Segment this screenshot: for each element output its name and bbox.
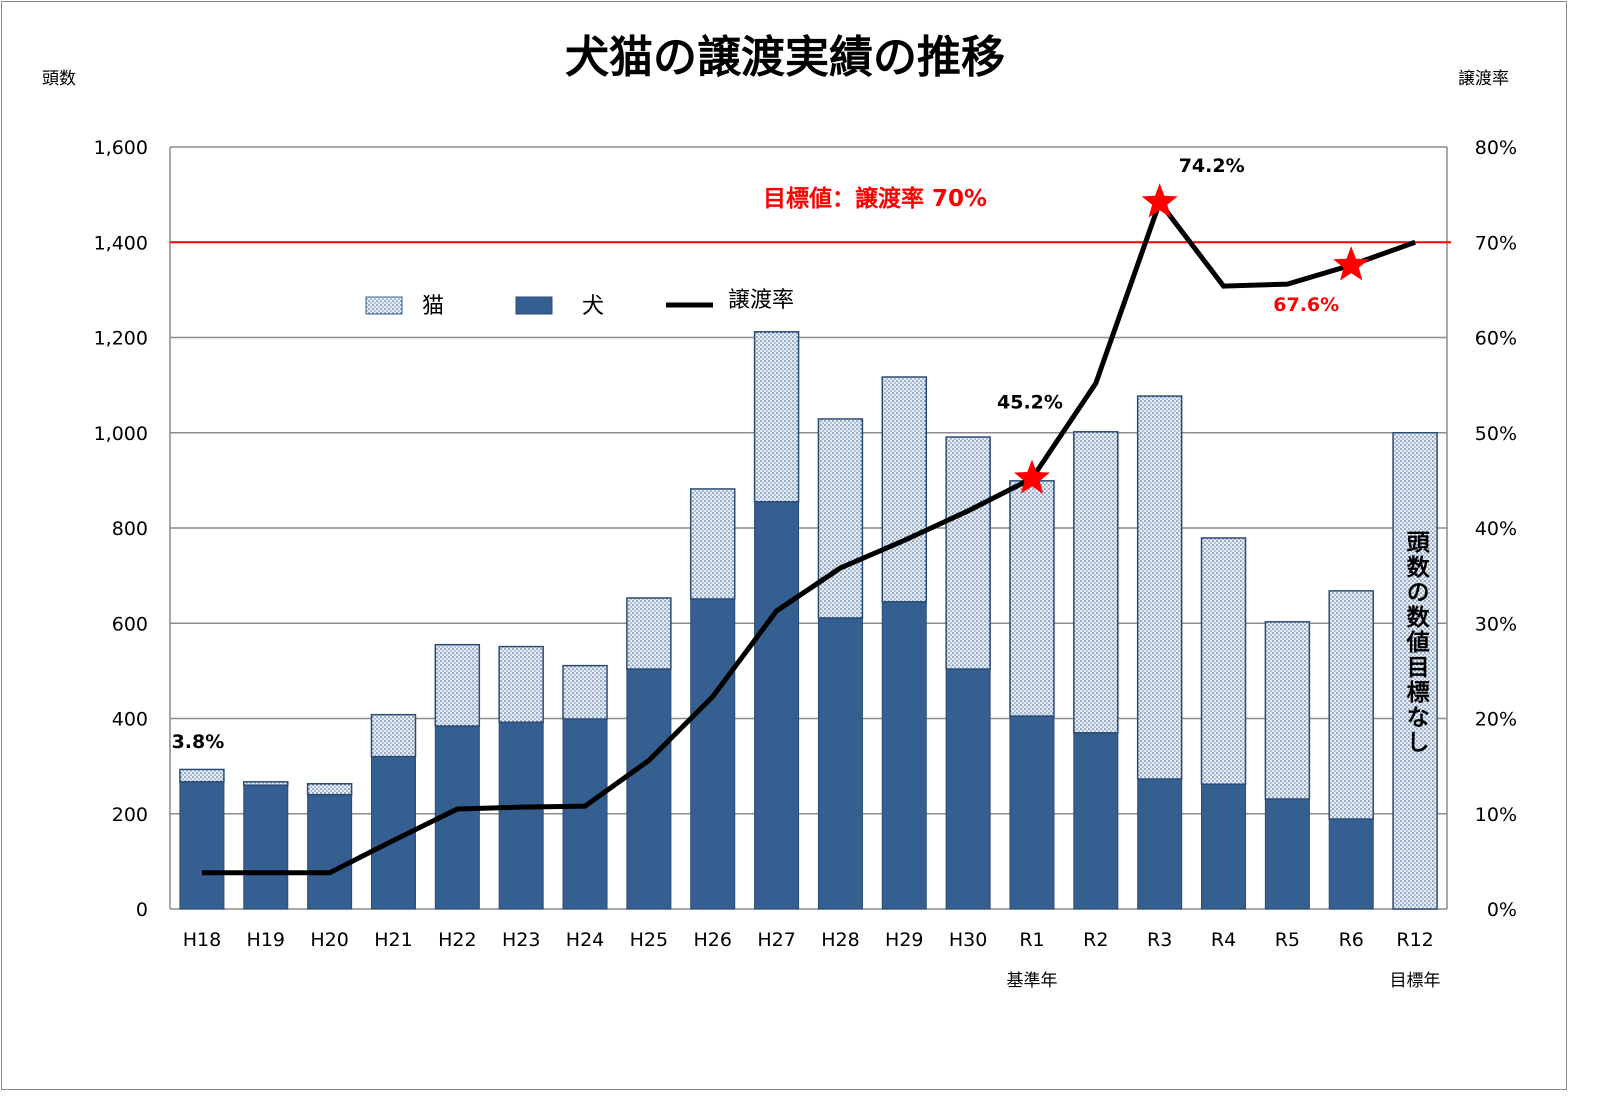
bar-cat-R12 <box>1392 432 1438 910</box>
x-tick-label: H25 <box>630 929 668 951</box>
left-axis-title: 頭数 <box>42 69 76 89</box>
bar-cat-R5 <box>1264 621 1311 800</box>
right-tick-label: 50% <box>1475 423 1517 445</box>
bar-cat-H30 <box>945 436 991 670</box>
bar-cat-R6 <box>1328 590 1374 820</box>
bar-cat-H19 <box>243 781 289 786</box>
bar-dog-R1 <box>1009 715 1055 910</box>
x-tick-label: R2 <box>1083 929 1108 951</box>
bar-dog-H18 <box>179 781 225 910</box>
data-label-R1: 45.2% <box>997 391 1063 413</box>
x-tick-label: H22 <box>438 929 476 951</box>
bar-cat-R4 <box>1200 537 1247 785</box>
bar-cat-H23 <box>498 645 544 724</box>
bar-dog-H20 <box>307 794 353 910</box>
bar-dog-H28 <box>817 617 863 910</box>
bar-cat-H24 <box>562 664 608 720</box>
bar-dog-H23 <box>498 721 544 910</box>
x-tick-label: R3 <box>1147 929 1172 951</box>
left-tick-label: 600 <box>112 613 148 635</box>
target-label: 目標値：譲渡率 70% <box>763 185 987 212</box>
data-label-R3: 74.2% <box>1179 155 1245 177</box>
r12-note: 頭数の数値目標なし <box>1402 530 1431 755</box>
bar-dog-R4 <box>1201 783 1247 910</box>
left-tick-label: 1,200 <box>94 328 148 350</box>
bar-cat-R3 <box>1136 395 1183 780</box>
bar-cat-H27 <box>753 331 800 503</box>
right-axis-title: 譲渡率 <box>1458 69 1509 89</box>
data-label-H18: 3.8% <box>172 731 225 753</box>
bar-dog-R5 <box>1264 798 1310 910</box>
chart-title: 犬猫の譲渡実績の推移 <box>565 32 1005 83</box>
bar-cat-H28 <box>817 418 864 619</box>
category-note: 目標年 <box>1390 971 1441 991</box>
bar-dog-H26 <box>690 598 736 910</box>
bar-dog-H22 <box>434 725 480 910</box>
star-marker-R3 <box>1141 183 1178 218</box>
left-tick-label: 200 <box>112 804 148 826</box>
x-tick-label: R12 <box>1396 929 1433 951</box>
bar-cat-H22 <box>434 643 481 727</box>
rate-line <box>201 197 1416 876</box>
legend-dog-swatch <box>515 296 553 315</box>
bar-dog-H30 <box>945 668 991 910</box>
left-tick-label: 1,600 <box>94 137 148 159</box>
x-tick-label: H21 <box>374 929 412 951</box>
bar-cat-H29 <box>881 376 928 603</box>
category-note: 基準年 <box>1006 971 1057 991</box>
x-tick-label: H26 <box>693 929 731 951</box>
bar-cat-H20 <box>306 782 353 796</box>
bar-cat-H25 <box>626 597 672 670</box>
x-tick-label: H28 <box>821 929 859 951</box>
bar-dog-H24 <box>562 718 608 910</box>
right-tick-label: 10% <box>1475 804 1517 826</box>
x-tick-label: R6 <box>1339 929 1364 951</box>
right-tick-label: 80% <box>1475 137 1517 159</box>
x-tick-label: R4 <box>1211 929 1236 951</box>
legend-cat-swatch <box>365 296 403 315</box>
bar-dog-R3 <box>1137 778 1183 910</box>
right-tick-label: 20% <box>1475 709 1517 731</box>
bar-dog-H27 <box>754 501 800 910</box>
x-tick-label: H29 <box>885 929 923 951</box>
bar-dog-R2 <box>1073 732 1119 910</box>
bar-cat-H18 <box>179 768 225 783</box>
x-tick-label: R5 <box>1275 929 1300 951</box>
x-tick-label: H27 <box>757 929 795 951</box>
right-tick-label: 60% <box>1475 328 1517 350</box>
bar-dog-H19 <box>243 784 289 910</box>
legend-dog-label: 犬 <box>582 294 604 319</box>
x-tick-label: H20 <box>310 929 348 951</box>
x-tick-label: H18 <box>183 929 221 951</box>
left-tick-label: 800 <box>112 518 148 540</box>
star-marker-R6 <box>1333 246 1370 281</box>
chart-frame <box>1 1 1567 1090</box>
right-tick-label: 30% <box>1475 613 1517 635</box>
bar-cat-H21 <box>370 713 417 758</box>
bar-dog-R6 <box>1328 818 1374 910</box>
left-tick-label: 0 <box>136 899 148 921</box>
x-tick-label: H23 <box>502 929 540 951</box>
right-tick-label: 0% <box>1487 899 1517 921</box>
right-tick-label: 40% <box>1475 518 1517 540</box>
x-tick-label: R1 <box>1019 929 1044 951</box>
x-tick-label: H19 <box>247 929 285 951</box>
right-tick-label: 70% <box>1475 232 1517 254</box>
data-label-R6: 67.6% <box>1273 294 1339 316</box>
star-marker-R1 <box>1013 459 1050 494</box>
bar-dog-H25 <box>626 668 672 910</box>
bar-cat-R2 <box>1073 431 1119 734</box>
legend: 猫 犬 譲渡率 <box>365 288 794 319</box>
legend-cat-label: 猫 <box>422 294 444 319</box>
legend-rate-label: 譲渡率 <box>728 288 794 313</box>
bar-dog-H29 <box>881 601 927 910</box>
left-tick-label: 1,400 <box>94 232 148 254</box>
left-tick-label: 1,000 <box>94 423 148 445</box>
x-tick-label: H24 <box>566 929 604 951</box>
bar-cat-H26 <box>689 488 736 600</box>
bar-cat-R1 <box>1009 480 1055 717</box>
x-tick-label: H30 <box>949 929 987 951</box>
left-tick-label: 400 <box>112 709 148 731</box>
